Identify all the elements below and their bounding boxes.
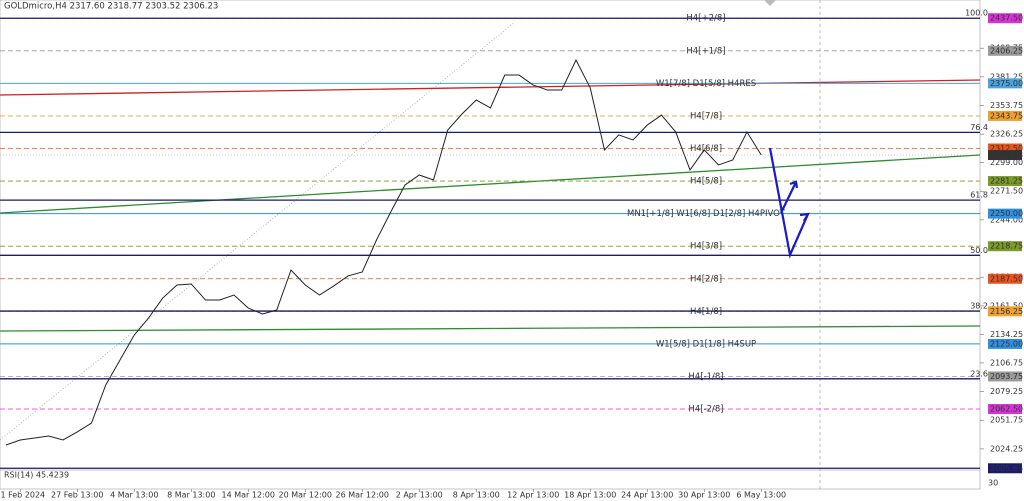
- y-tick-label: 2106.75: [990, 358, 1023, 367]
- indicator-tick: 30: [988, 479, 998, 488]
- dynamic-layer: 2408.752381.252353.752326.252299.002271.…: [0, 9, 1023, 500]
- price-box: [988, 338, 1022, 349]
- price-box-label: 2125.00: [990, 339, 1023, 348]
- y-tick-label: 2134.25: [990, 330, 1023, 339]
- price-box-label: 2406.25: [990, 46, 1023, 55]
- x-tick-label: 24 Apr 13:00: [621, 491, 673, 500]
- level-name: H4[-2/8]: [688, 405, 723, 415]
- fib-label: 100.0: [965, 9, 988, 18]
- y-tick-label: 2244.00: [990, 215, 1023, 224]
- price-box: [988, 150, 1022, 161]
- price-box: [988, 208, 1022, 219]
- price-box-label: 2375.00: [990, 79, 1023, 88]
- price-line: [5, 58, 762, 446]
- level-name: W1[5/8] D1[1/8] H4SUP: [656, 339, 756, 349]
- price-box: [988, 371, 1022, 382]
- y-tick-label: 2079.25: [990, 387, 1023, 396]
- trend-line: [0, 154, 981, 214]
- x-tick-label: 20 Mar 12:00: [279, 491, 332, 500]
- price-box: [988, 241, 1022, 252]
- trend-line: [0, 21, 516, 441]
- shift-marker: [764, 0, 776, 6]
- x-tick-label: 14 Mar 12:00: [222, 491, 275, 500]
- trend-line: [0, 325, 981, 332]
- level-name: H4[1/8]: [690, 307, 722, 317]
- price-box: [988, 13, 1022, 24]
- level-name: H4[7/8]: [690, 111, 722, 121]
- level-name: MN1[+1/8] W1[6/8] D1[2/8] H4PIVOT: [627, 209, 786, 219]
- fib-label: 38.2: [970, 302, 988, 311]
- price-box: [988, 78, 1022, 89]
- price-box-label: 2187.50: [990, 274, 1023, 283]
- y-tick-label: 2299.00: [990, 158, 1023, 167]
- x-tick-label: 27 Feb 13:00: [51, 491, 103, 500]
- level-name: H4[3/8]: [690, 242, 722, 252]
- price-box-label: 2312.50: [990, 144, 1023, 153]
- x-tick-label: 4 Mar 13:00: [110, 491, 158, 500]
- price-box-label: 2250.00: [990, 209, 1023, 218]
- y-tick-label: 2161.50: [990, 301, 1023, 310]
- price-box-label: 2062.50: [990, 405, 1023, 414]
- price-box-label: 2343.75: [990, 111, 1023, 120]
- y-tick-label: 2051.75: [990, 416, 1023, 425]
- price-box: [988, 273, 1022, 284]
- price-box-label: 2306.23: [990, 151, 1023, 160]
- fib-label: 50.0: [970, 246, 988, 255]
- x-tick-label: 30 Apr 13:00: [678, 491, 730, 500]
- level-name: H4[6/8]: [690, 144, 722, 154]
- fib-label: 76.4: [970, 123, 988, 132]
- level-name: H4[5/8]: [690, 177, 722, 187]
- y-tick-label: 2353.75: [990, 101, 1023, 110]
- x-tick-label: 12 Apr 13:00: [507, 491, 559, 500]
- x-tick-label: 8 Mar 13:00: [167, 491, 215, 500]
- fib-label: 61.8: [970, 191, 988, 200]
- level-name: H4[+1/8]: [686, 46, 725, 56]
- x-tick-label: 26 Mar 12:00: [336, 491, 389, 500]
- price-box-label: 2156.25: [990, 307, 1023, 316]
- price-box-label: 2005.65: [990, 464, 1023, 473]
- x-tick-label: 2 Apr 13:00: [396, 491, 443, 500]
- indicator-label: RSI(14) 45.4239: [4, 471, 69, 480]
- y-tick-label: 2271.50: [990, 187, 1023, 196]
- chart-title: GOLDmicro,H4 2317.60 2318.77 2303.52 230…: [4, 2, 218, 12]
- level-name: H4[-1/8]: [688, 372, 723, 382]
- price-box: [988, 463, 1022, 474]
- level-name: H4[2/8]: [690, 274, 722, 284]
- price-box: [988, 143, 1022, 154]
- y-tick-label: 2381.25: [990, 72, 1023, 81]
- price-box-label: 2281.25: [990, 177, 1023, 186]
- x-tick-label: 6 May 13:00: [736, 491, 786, 500]
- price-box-label: 2218.75: [990, 242, 1023, 251]
- price-box: [988, 176, 1022, 187]
- price-box: [988, 404, 1022, 415]
- x-tick-label: 21 Feb 2024: [0, 491, 45, 500]
- projection-arrows: [768, 147, 811, 259]
- level-name: W1[7/8] D1[5/8] H4RES: [656, 79, 756, 89]
- trend-line: [0, 79, 981, 96]
- y-tick-label: 2024.25: [990, 444, 1023, 453]
- price-box: [988, 306, 1022, 317]
- price-box-label: 2093.75: [990, 372, 1023, 381]
- price-box-label: 2437.50: [990, 14, 1023, 23]
- x-tick-label: 8 Apr 13:00: [453, 491, 500, 500]
- y-tick-label: 2326.25: [990, 130, 1023, 139]
- fib-label: 23.6: [970, 369, 988, 378]
- price-box: [988, 110, 1022, 121]
- plot-frame: [0, 0, 981, 490]
- price-box: [988, 45, 1022, 56]
- x-tick-label: 18 Apr 13:00: [564, 491, 616, 500]
